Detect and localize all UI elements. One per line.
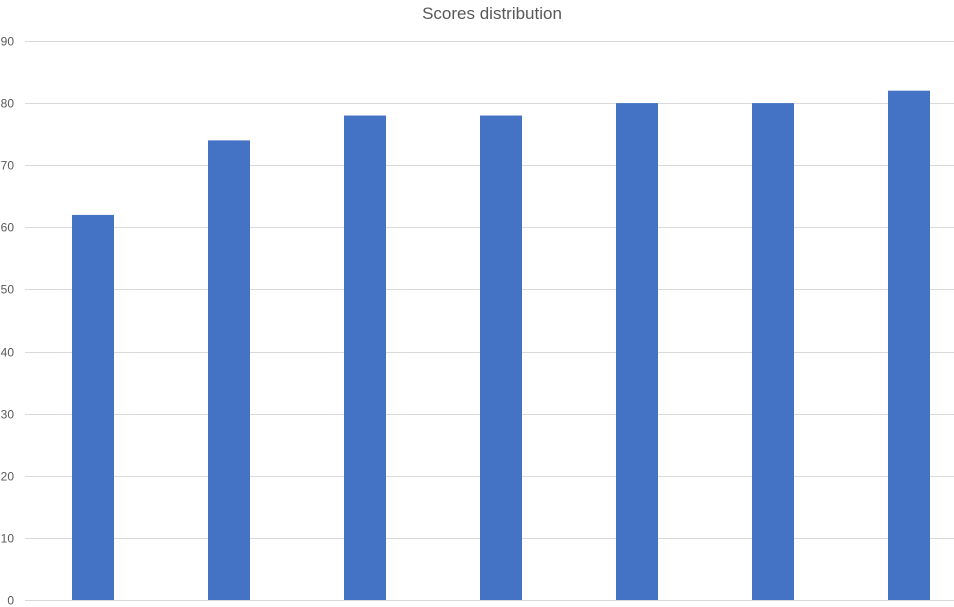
chart-title: Scores distribution bbox=[422, 4, 562, 23]
y-tick-label: 90 bbox=[1, 35, 15, 49]
bar bbox=[616, 103, 658, 600]
y-axis-tick-labels: 0 10 20 30 40 50 60 70 80 90 bbox=[1, 35, 15, 607]
y-tick-label: 80 bbox=[1, 97, 15, 111]
bar bbox=[72, 214, 114, 600]
y-tick-label: 60 bbox=[1, 221, 15, 235]
y-tick-label: 40 bbox=[1, 346, 15, 360]
y-tick-label: 70 bbox=[1, 159, 15, 173]
bar bbox=[480, 115, 522, 601]
y-tick-label: 10 bbox=[1, 532, 15, 546]
y-tick-label: 50 bbox=[1, 283, 15, 297]
bars bbox=[72, 90, 930, 601]
y-tick-label: 30 bbox=[1, 408, 15, 422]
bar bbox=[888, 90, 930, 600]
y-tick-label: 20 bbox=[1, 470, 15, 484]
bar bbox=[752, 103, 794, 600]
bar bbox=[344, 115, 386, 601]
bar bbox=[208, 140, 250, 600]
y-tick-label: 0 bbox=[7, 594, 14, 607]
